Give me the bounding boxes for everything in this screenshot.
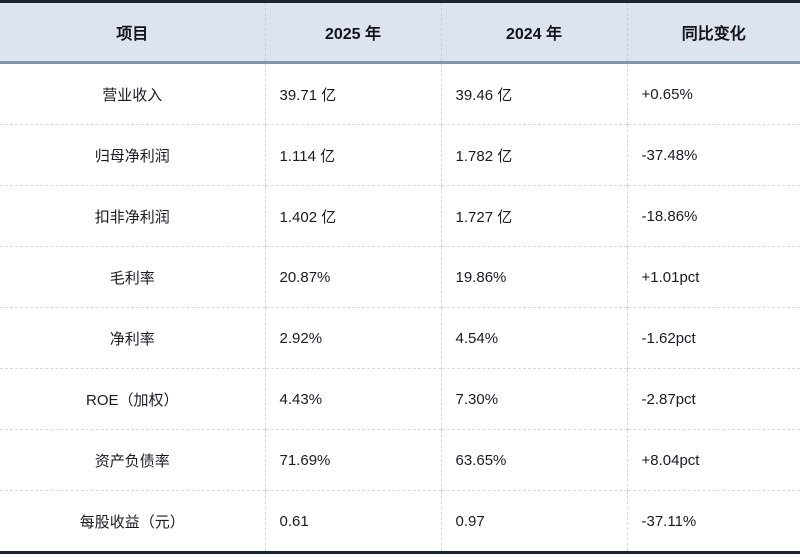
table-row: 资产负债率 71.69% 63.65% +8.04pct bbox=[0, 429, 800, 491]
header-cell-item: 项目 bbox=[0, 1, 265, 64]
cell-item-label: 资产负债率 bbox=[0, 429, 265, 491]
cell-item-label: 每股收益（元） bbox=[0, 490, 265, 553]
cell-value-2025: 4.43% bbox=[264, 368, 441, 430]
header-row: 项目 2025 年 2024 年 同比变化 bbox=[0, 1, 800, 64]
table-row: 归母净利润 1.114 亿 1.782 亿 -37.48% bbox=[0, 124, 800, 186]
table-row: 毛利率 20.87% 19.86% +1.01pct bbox=[0, 246, 800, 308]
header-cell-yoy-change: 同比变化 bbox=[626, 1, 800, 64]
cell-value-2025: 2.92% bbox=[264, 307, 441, 369]
cell-value-2024: 4.54% bbox=[440, 307, 627, 369]
cell-yoy-change: -1.62pct bbox=[626, 307, 800, 369]
table-row: 净利率 2.92% 4.54% -1.62pct bbox=[0, 307, 800, 369]
cell-yoy-change: -2.87pct bbox=[626, 368, 800, 430]
cell-yoy-change: -37.11% bbox=[626, 490, 800, 553]
cell-yoy-change: -37.48% bbox=[626, 124, 800, 186]
table-row: 每股收益（元） 0.61 0.97 -37.11% bbox=[0, 490, 800, 553]
header-cell-year-2024: 2024 年 bbox=[440, 1, 627, 64]
cell-item-label: 净利率 bbox=[0, 307, 265, 369]
cell-value-2024: 0.97 bbox=[440, 490, 627, 553]
cell-item-label: 归母净利润 bbox=[0, 124, 265, 186]
cell-item-label: 毛利率 bbox=[0, 246, 265, 308]
cell-item-label: 扣非净利润 bbox=[0, 185, 265, 247]
header-cell-year-2025: 2025 年 bbox=[264, 1, 441, 64]
cell-yoy-change: +8.04pct bbox=[626, 429, 800, 491]
cell-value-2025: 1.114 亿 bbox=[264, 124, 441, 186]
cell-item-label: 营业收入 bbox=[0, 62, 265, 125]
table-row: 扣非净利润 1.402 亿 1.727 亿 -18.86% bbox=[0, 185, 800, 247]
table-body: 营业收入 39.71 亿 39.46 亿 +0.65% 归母净利润 1.114 亿 1.78… bbox=[0, 62, 800, 553]
cell-yoy-change: +0.65% bbox=[626, 62, 800, 125]
cell-yoy-change: -18.86% bbox=[626, 185, 800, 247]
table-row: ROE（加权） 4.43% 7.30% -2.87pct bbox=[0, 368, 800, 430]
cell-value-2024: 1.782 亿 bbox=[440, 124, 627, 186]
table-row: 营业收入 39.71 亿 39.46 亿 +0.65% bbox=[0, 62, 800, 125]
cell-yoy-change: +1.01pct bbox=[626, 246, 800, 308]
cell-value-2025: 39.71 亿 bbox=[264, 62, 441, 125]
cell-value-2024: 63.65% bbox=[440, 429, 627, 491]
cell-value-2024: 1.727 亿 bbox=[440, 185, 627, 247]
cell-value-2025: 71.69% bbox=[264, 429, 441, 491]
cell-value-2024: 39.46 亿 bbox=[440, 62, 627, 125]
cell-value-2024: 7.30% bbox=[440, 368, 627, 430]
cell-value-2024: 19.86% bbox=[440, 246, 627, 308]
cell-value-2025: 0.61 bbox=[264, 490, 441, 553]
cell-item-label: ROE（加权） bbox=[0, 368, 265, 430]
table-header: 项目 2025 年 2024 年 同比变化 bbox=[0, 1, 800, 64]
cell-value-2025: 1.402 亿 bbox=[264, 185, 441, 247]
cell-value-2025: 20.87% bbox=[264, 246, 441, 308]
